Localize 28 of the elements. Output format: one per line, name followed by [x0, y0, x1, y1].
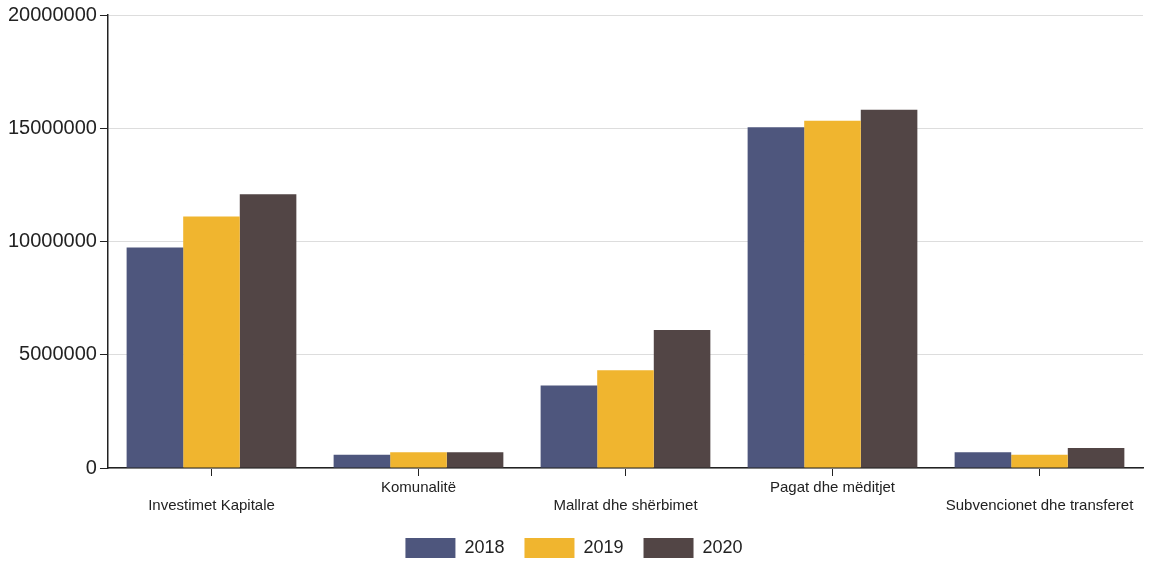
bar	[954, 452, 1012, 468]
bar	[1011, 454, 1068, 468]
x-tick-label: Komunalitë	[380, 478, 457, 496]
y-tick-label: 10000000	[8, 229, 97, 252]
bar	[540, 385, 598, 468]
bar	[747, 127, 805, 468]
bar	[126, 247, 184, 468]
bar	[446, 452, 504, 468]
x-tick-label: Pagat dhe mëditjet	[769, 478, 896, 496]
y-tick-label: 0	[85, 455, 97, 478]
y-tick-label: 20000000	[8, 2, 97, 25]
bar	[390, 452, 447, 468]
bar	[860, 109, 918, 468]
bar	[804, 120, 861, 468]
x-tick-label: Mallrat dhe shërbimet	[553, 496, 699, 514]
x-tick-label: Investimet Kapitale	[148, 496, 275, 514]
bar	[183, 216, 240, 468]
bar	[653, 330, 711, 468]
legend-label: 2020	[702, 536, 743, 557]
y-tick-label: 15000000	[8, 115, 97, 138]
x-tick-label: Subvencionet dhe transferet	[945, 496, 1135, 514]
legend-label: 2018	[464, 536, 505, 557]
legend-label: 2019	[583, 536, 624, 557]
bar	[597, 370, 654, 468]
bar	[333, 454, 391, 468]
bar	[239, 194, 297, 468]
bar	[1067, 448, 1125, 468]
y-tick-label: 5000000	[19, 342, 97, 365]
